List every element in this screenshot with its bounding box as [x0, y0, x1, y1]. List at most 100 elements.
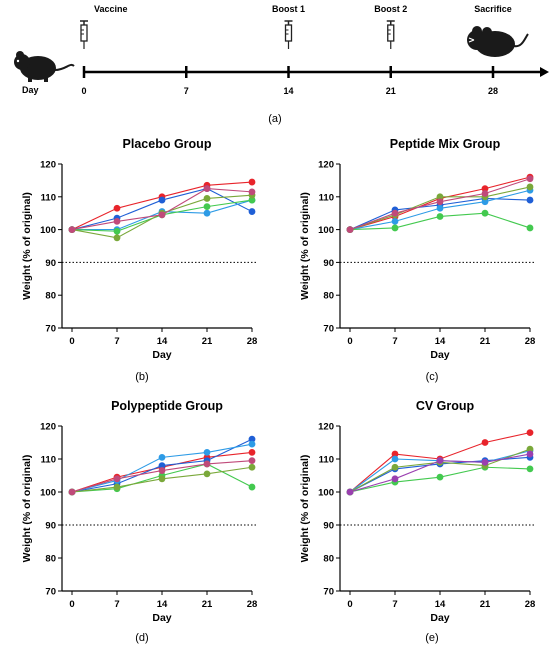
x-tick-label: 14 [435, 599, 446, 610]
y-tick-label: 80 [323, 291, 334, 302]
x-axis-label: Day [430, 612, 449, 624]
data-point [436, 457, 444, 465]
syringe-icon [386, 20, 395, 49]
y-tick-label: 110 [319, 455, 334, 466]
data-point [248, 178, 256, 186]
x-tick-label: 7 [392, 599, 397, 610]
timeline-arrowhead [540, 67, 549, 77]
data-point [526, 183, 534, 191]
data-point [248, 208, 256, 215]
chart-caption: (d) [135, 632, 148, 644]
x-tick-label: 0 [69, 599, 74, 610]
y-tick-label: 90 [45, 521, 56, 532]
y-axis-label: Weight (% of original) [21, 455, 33, 563]
y-tick-label: 100 [318, 225, 334, 236]
data-point [391, 463, 399, 471]
y-tick-label: 100 [40, 488, 56, 499]
data-point [158, 475, 166, 483]
data-point [481, 185, 489, 193]
data-point [436, 193, 444, 201]
y-tick-label: 80 [45, 554, 56, 565]
x-tick-label: 28 [525, 599, 536, 610]
syringe-icon [284, 20, 293, 49]
data-point [526, 465, 534, 473]
y-tick-label: 110 [319, 192, 334, 203]
y-tick-label: 120 [318, 422, 334, 433]
y-tick-label: 120 [40, 160, 56, 171]
y-tick-label: 110 [41, 192, 56, 203]
data-point [436, 473, 444, 481]
data-point [158, 196, 166, 204]
chart-1: Placebo Group 70 80 90 100 110 120 0 7 14 21 28 Day W… [21, 137, 258, 383]
data-point [248, 435, 256, 443]
x-tick-label: 21 [202, 336, 213, 347]
x-tick-label: 0 [69, 336, 74, 347]
y-tick-label: 100 [40, 225, 56, 236]
chart-title: Peptide Mix Group [390, 137, 501, 151]
data-point [248, 463, 256, 471]
chart-caption: (e) [425, 632, 438, 644]
x-tick-label: 21 [202, 599, 213, 610]
x-tick-label: 14 [157, 336, 168, 347]
data-point [203, 195, 211, 202]
data-point [526, 445, 534, 453]
data-point [158, 462, 166, 469]
x-axis-label: Day [430, 349, 449, 361]
timeline-day-label: 7 [184, 86, 189, 96]
data-point [158, 467, 166, 474]
mouse-icon [467, 26, 529, 57]
data-point [391, 209, 399, 217]
data-point [526, 450, 534, 458]
data-point [391, 455, 399, 463]
y-tick-label: 70 [45, 587, 56, 598]
x-tick-label: 7 [114, 599, 119, 610]
data-point [346, 488, 354, 496]
data-point [248, 483, 256, 491]
y-tick-label: 90 [323, 521, 334, 532]
data-point [481, 190, 489, 197]
chart-2: Peptide Mix Group 70 80 90 100 110 120 0 7 14 21 28… [299, 137, 536, 383]
data-point [113, 234, 121, 242]
y-axis-label: Weight (% of original) [299, 455, 311, 563]
syringe-icon [80, 20, 88, 49]
data-point [391, 475, 399, 483]
timeline-event-label: Sacrifice [474, 4, 512, 14]
data-point [203, 185, 211, 193]
data-point [391, 450, 399, 458]
data-point [203, 470, 211, 478]
data-point [481, 458, 489, 466]
y-tick-label: 120 [40, 422, 56, 433]
y-tick-label: 70 [45, 324, 56, 335]
data-point [481, 198, 489, 206]
data-point [68, 488, 76, 496]
data-point [68, 226, 76, 234]
chart-title: Polypeptide Group [111, 399, 223, 413]
data-point [113, 483, 121, 491]
data-point [113, 218, 121, 225]
chart-caption: (c) [426, 371, 439, 383]
y-axis-label: Weight (% of original) [299, 192, 311, 300]
data-point [436, 213, 444, 220]
timeline-event-label: Vaccine [94, 4, 128, 14]
x-tick-label: 28 [525, 336, 536, 347]
data-point [158, 453, 166, 461]
y-tick-label: 90 [323, 258, 334, 269]
y-tick-label: 110 [41, 455, 56, 466]
data-point [436, 198, 444, 206]
data-point [481, 209, 489, 217]
y-tick-label: 120 [318, 160, 334, 171]
y-axis-label: Weight (% of original) [21, 192, 33, 300]
y-tick-label: 70 [323, 324, 334, 335]
chart-title: CV Group [416, 399, 475, 413]
timeline-day-label: 21 [386, 86, 396, 96]
x-tick-label: 21 [480, 599, 491, 610]
x-tick-label: 21 [480, 336, 491, 347]
y-tick-label: 100 [318, 488, 334, 499]
data-point [481, 439, 489, 446]
data-point [158, 211, 166, 219]
timeline-day-label: 0 [81, 86, 86, 96]
timeline-day-label: 14 [283, 86, 293, 96]
x-tick-label: 7 [392, 336, 397, 347]
chart-3: Polypeptide Group 70 80 90 100 110 120 0 7 14 21 28… [21, 399, 258, 644]
caption-a: (a) [268, 113, 281, 125]
